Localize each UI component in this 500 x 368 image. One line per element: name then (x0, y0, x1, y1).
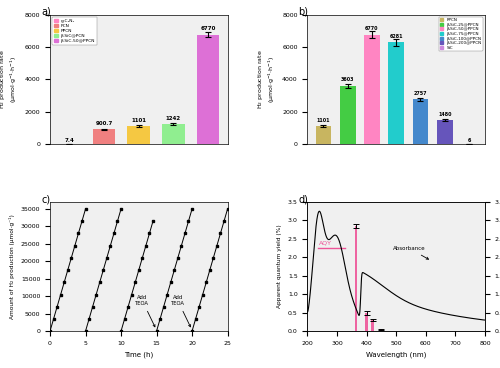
Text: 3603: 3603 (341, 78, 354, 82)
Bar (380, 329, 382, 331)
Text: 6281: 6281 (390, 34, 403, 39)
Bar (340, 86, 355, 144)
X-axis label: Wavelength (nm): Wavelength (nm) (366, 351, 426, 358)
Text: b): b) (298, 7, 308, 17)
Text: Absorbance: Absorbance (394, 246, 428, 259)
Text: 6770: 6770 (365, 26, 378, 31)
Text: Add
TEOA: Add TEOA (136, 295, 155, 327)
Bar (372, 320, 374, 331)
Text: 7.4: 7.4 (64, 138, 74, 143)
Bar (316, 126, 332, 144)
Legend: g-C₃N₄, PCN, PPCN, β-SiC@PCN, β-SiC-50@PPCN: g-C₃N₄, PCN, PPCN, β-SiC@PCN, β-SiC-50@P… (52, 17, 98, 45)
Bar (93, 129, 116, 144)
X-axis label: Time (h): Time (h) (124, 351, 154, 358)
Bar (355, 226, 358, 331)
Text: a): a) (41, 7, 51, 17)
Text: d): d) (298, 194, 308, 204)
Y-axis label: H$_2$ production rate
(μmol·g$^{-1}$·h$^{-1}$): H$_2$ production rate (μmol·g$^{-1}$·h$^… (0, 49, 19, 109)
Y-axis label: Amount of H₂ production (μmol·g⁻¹): Amount of H₂ production (μmol·g⁻¹) (9, 214, 15, 319)
Text: 1480: 1480 (438, 112, 452, 117)
Bar (437, 120, 452, 144)
Bar (128, 126, 150, 144)
Text: 6: 6 (468, 138, 470, 144)
Text: 900.7: 900.7 (96, 121, 113, 126)
Text: 1101: 1101 (132, 118, 146, 123)
Text: AQY: AQY (320, 240, 332, 245)
Text: c): c) (41, 194, 50, 204)
Text: Add
TEOA: Add TEOA (171, 295, 190, 327)
Text: 2757: 2757 (414, 91, 427, 96)
Bar (197, 35, 220, 144)
Text: 1242: 1242 (166, 116, 181, 121)
Bar (388, 42, 404, 144)
Bar (364, 35, 380, 144)
Bar (412, 99, 428, 144)
Legend: PPCN, β-SiC-25@PPCN, β-SiC-50@PPCN, β-SiC-75@PPCN, β-SiC-100@PPCN, β-SiC-200@PPC: PPCN, β-SiC-25@PPCN, β-SiC-50@PPCN, β-Si… (438, 17, 483, 51)
Bar (162, 124, 185, 144)
Text: 6770: 6770 (200, 26, 216, 31)
Text: 1101: 1101 (316, 118, 330, 123)
Bar (366, 313, 368, 331)
Y-axis label: Apparent quantum yield (%): Apparent quantum yield (%) (278, 225, 282, 308)
Y-axis label: H$_2$ production rate
(μmol·g$^{-1}$·h$^{-1}$): H$_2$ production rate (μmol·g$^{-1}$·h$^… (256, 49, 276, 109)
